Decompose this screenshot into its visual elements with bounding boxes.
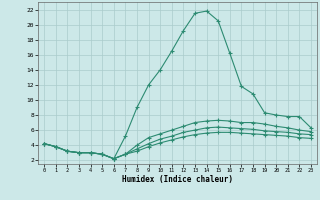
X-axis label: Humidex (Indice chaleur): Humidex (Indice chaleur) — [122, 175, 233, 184]
